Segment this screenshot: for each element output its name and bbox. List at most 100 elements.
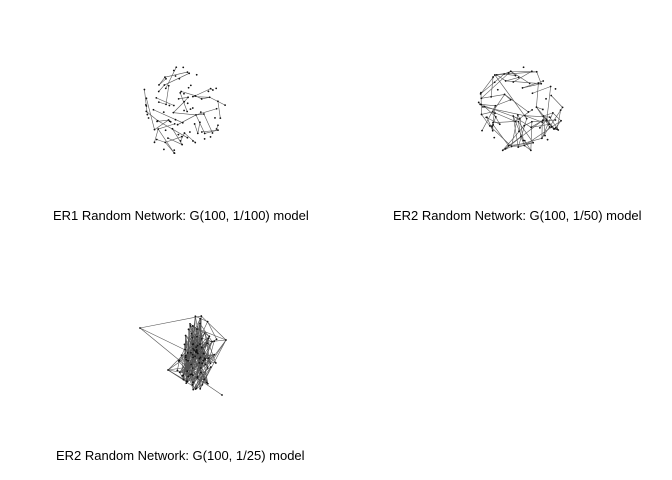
network-node <box>561 106 564 109</box>
network-node <box>165 103 167 106</box>
network-node <box>156 120 158 123</box>
network-edge <box>510 70 537 73</box>
network-node <box>145 110 148 113</box>
network-node <box>190 351 192 354</box>
network-edge <box>513 115 532 128</box>
network-node <box>178 371 181 374</box>
network-edge <box>165 85 170 105</box>
network-edge <box>158 123 175 130</box>
network-edge <box>164 71 188 78</box>
network-node <box>207 337 210 340</box>
network-node <box>176 123 179 126</box>
network-edge <box>139 327 192 353</box>
network-edge <box>481 114 491 127</box>
network-node <box>204 357 206 360</box>
network-edge <box>541 107 563 139</box>
network-edge <box>508 142 534 146</box>
network-node <box>527 111 530 113</box>
network-node <box>153 141 156 144</box>
network-node <box>217 129 219 132</box>
network-node <box>192 140 194 142</box>
network-edge <box>550 95 563 108</box>
network-node <box>214 362 217 364</box>
network-node <box>504 147 507 150</box>
network-edge <box>204 332 211 364</box>
network-edge <box>154 119 169 130</box>
network-node <box>182 374 185 377</box>
network-node <box>203 138 206 140</box>
network-edge <box>556 110 561 130</box>
network-node <box>483 105 486 108</box>
network-edge <box>187 333 192 361</box>
network-node <box>480 113 483 116</box>
network-edge <box>177 114 197 125</box>
network-node <box>514 120 517 123</box>
network-node <box>203 378 205 381</box>
network-node <box>196 351 198 354</box>
network-edge <box>481 71 511 99</box>
network-node <box>147 117 150 119</box>
network-edge <box>185 335 189 361</box>
network-edge <box>531 124 550 128</box>
network-node <box>512 115 515 117</box>
network-node <box>165 77 167 80</box>
network-node <box>189 323 191 325</box>
network-node <box>195 73 198 76</box>
network-edge <box>207 338 209 368</box>
network-node <box>219 117 222 120</box>
network-node <box>172 111 175 114</box>
network-node <box>545 97 547 100</box>
network-node <box>188 131 191 133</box>
network-edge <box>195 88 211 96</box>
network-edge <box>192 325 203 340</box>
network-edge <box>173 112 196 116</box>
network-node <box>183 132 186 134</box>
network-node <box>188 72 191 75</box>
network-node <box>199 317 202 320</box>
network-node <box>174 75 177 77</box>
network-edge <box>524 115 543 123</box>
network-edge <box>536 106 543 110</box>
network-node <box>200 346 203 349</box>
network-node <box>225 339 227 341</box>
network-node <box>194 350 197 353</box>
network-node <box>191 353 194 356</box>
network-node <box>523 139 526 142</box>
network-node <box>211 340 214 343</box>
network-node <box>209 136 212 138</box>
network-node <box>514 74 517 77</box>
network-node <box>553 127 556 130</box>
network-panel-er2-50: ER2 Random Network: G(100, 1/50) model <box>336 0 672 240</box>
network-node <box>191 374 194 377</box>
network-node <box>215 87 218 90</box>
network-node <box>529 149 532 152</box>
network-node <box>157 101 160 104</box>
network-node <box>183 100 186 103</box>
network-edge <box>192 356 196 390</box>
network-node <box>546 138 549 141</box>
network-node <box>168 104 171 107</box>
network-node <box>522 66 525 69</box>
network-edge <box>536 71 542 84</box>
network-node <box>517 130 520 133</box>
network-node <box>196 377 199 379</box>
network-edge <box>201 129 219 133</box>
network-node <box>507 144 510 147</box>
network-node <box>191 107 194 109</box>
network-edge <box>552 112 562 121</box>
network-node <box>503 73 506 75</box>
network-edge <box>504 94 529 113</box>
network-edge <box>158 84 165 92</box>
network-node <box>186 136 189 139</box>
network-node <box>224 104 226 107</box>
network-edge <box>192 367 208 390</box>
network-node <box>194 141 197 144</box>
network-node <box>213 340 216 343</box>
network-edge <box>489 125 512 147</box>
network-edge <box>193 343 204 354</box>
network-edge <box>536 83 539 108</box>
network-node <box>494 104 497 107</box>
network-node <box>519 135 522 138</box>
network-node <box>541 108 544 111</box>
network-node <box>548 123 551 126</box>
